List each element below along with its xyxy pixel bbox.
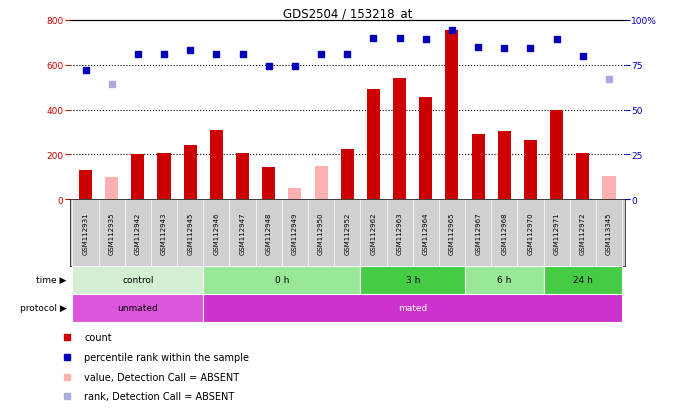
Text: 24 h: 24 h (573, 275, 593, 285)
Bar (419, 98, 432, 200)
Bar (341, 150, 354, 200)
Bar (360, 266, 465, 294)
Text: GSM112952: GSM112952 (344, 212, 350, 254)
Text: GSM112971: GSM112971 (554, 212, 560, 254)
Text: time ▶: time ▶ (36, 275, 66, 285)
Bar (315, 166, 327, 200)
Text: GSM112945: GSM112945 (187, 212, 193, 254)
Text: GSM112972: GSM112972 (580, 212, 586, 254)
Text: GSM112964: GSM112964 (423, 212, 429, 254)
Bar (602, 176, 616, 200)
Bar (184, 146, 197, 200)
Bar (472, 135, 484, 200)
Text: GSM112962: GSM112962 (371, 212, 376, 254)
Text: GSM112970: GSM112970 (528, 212, 533, 254)
Text: GSM112965: GSM112965 (449, 212, 455, 254)
Text: percentile rank within the sample: percentile rank within the sample (84, 352, 249, 362)
Title: GDS2504 / 153218_at: GDS2504 / 153218_at (283, 7, 412, 19)
Text: GSM112967: GSM112967 (475, 212, 481, 254)
Bar (577, 154, 589, 200)
Bar (236, 154, 249, 200)
Text: 3 h: 3 h (406, 275, 420, 285)
Text: unmated: unmated (117, 304, 158, 313)
Bar (73, 294, 203, 322)
Bar (210, 131, 223, 200)
Text: protocol ▶: protocol ▶ (20, 304, 66, 313)
Text: GSM112943: GSM112943 (161, 212, 167, 254)
Text: count: count (84, 332, 112, 342)
Text: GSM112968: GSM112968 (501, 212, 507, 254)
Bar (203, 266, 360, 294)
Text: GSM112935: GSM112935 (109, 212, 114, 254)
Bar (288, 189, 302, 200)
Text: 0 h: 0 h (274, 275, 289, 285)
Bar (158, 154, 170, 200)
Bar (131, 155, 144, 200)
Text: GSM113345: GSM113345 (606, 212, 612, 254)
Bar (105, 178, 118, 200)
Text: mated: mated (398, 304, 427, 313)
Bar (203, 294, 622, 322)
Text: GSM112947: GSM112947 (239, 212, 246, 254)
Bar (550, 110, 563, 200)
Bar (79, 171, 92, 200)
Bar (393, 79, 406, 200)
Text: GSM112949: GSM112949 (292, 212, 298, 254)
Text: GSM112950: GSM112950 (318, 212, 324, 254)
Text: GSM112963: GSM112963 (396, 212, 403, 254)
Bar (465, 266, 544, 294)
Text: GSM112931: GSM112931 (82, 212, 89, 254)
Text: GSM112946: GSM112946 (214, 212, 219, 254)
Bar (524, 140, 537, 200)
Text: rank, Detection Call = ABSENT: rank, Detection Call = ABSENT (84, 392, 235, 401)
Text: 6 h: 6 h (497, 275, 512, 285)
Bar (262, 167, 275, 200)
Bar (544, 266, 622, 294)
Bar (445, 31, 459, 200)
Text: control: control (122, 275, 154, 285)
Bar (367, 90, 380, 200)
Text: value, Detection Call = ABSENT: value, Detection Call = ABSENT (84, 372, 239, 382)
Text: GSM112948: GSM112948 (266, 212, 272, 254)
Bar (73, 266, 203, 294)
Bar (498, 132, 511, 200)
Text: GSM112942: GSM112942 (135, 212, 141, 254)
